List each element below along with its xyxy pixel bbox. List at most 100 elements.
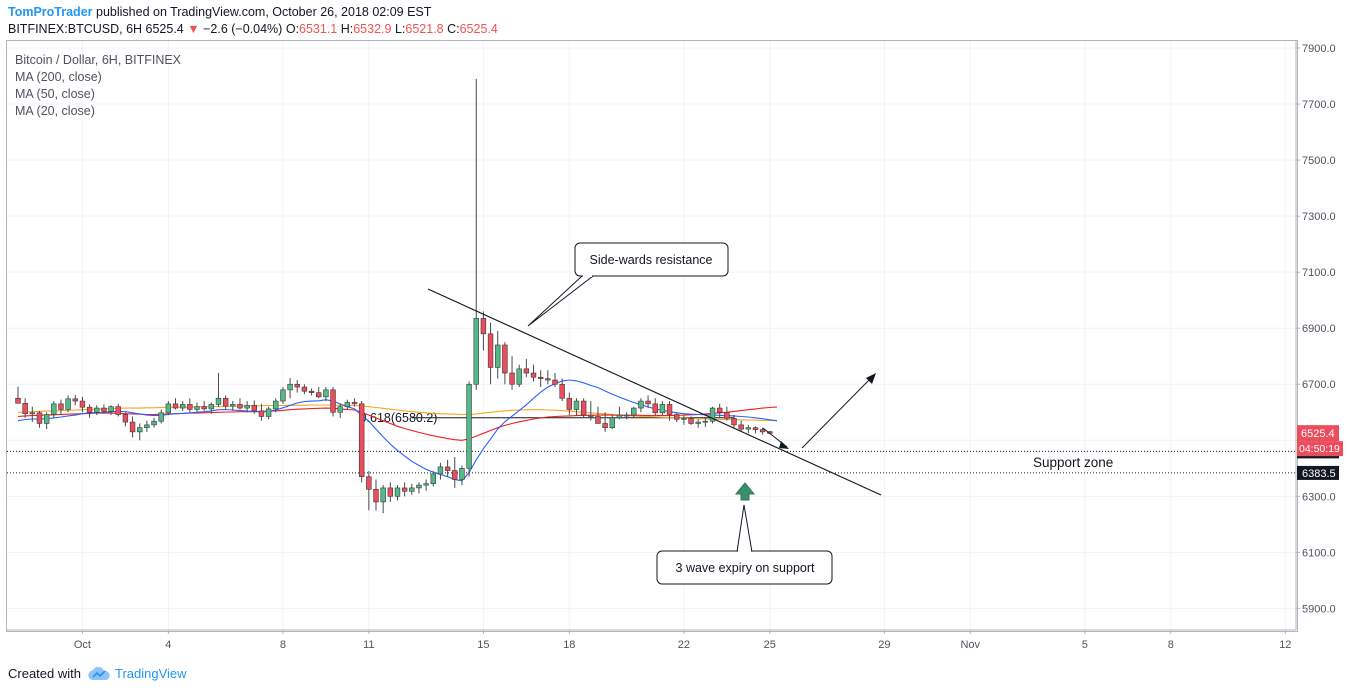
y-tick-label: 7700.0	[1302, 99, 1336, 111]
candle	[709, 406, 716, 424]
candle	[724, 406, 730, 421]
candle	[430, 471, 436, 487]
open-value: 6531.1	[299, 22, 338, 36]
last-price: 6525.4	[145, 22, 184, 36]
candle	[79, 396, 86, 413]
candle-body	[222, 397, 229, 407]
chart-frame	[6, 40, 1298, 632]
candle	[222, 395, 229, 410]
candle-body	[537, 376, 544, 379]
candle	[502, 342, 508, 385]
candle-body	[652, 403, 658, 414]
candle	[545, 370, 551, 385]
fib-level-label: 0.618(6580.2)	[360, 411, 438, 425]
candle-body	[187, 404, 193, 410]
candle-body	[394, 487, 401, 497]
candle-body	[416, 484, 422, 489]
candle	[158, 409, 164, 424]
candle-body	[129, 421, 136, 433]
open-label: O:	[285, 22, 300, 36]
candle	[452, 457, 458, 488]
candle-body	[437, 466, 444, 475]
candle	[487, 322, 494, 385]
candle	[194, 402, 200, 413]
candle	[595, 406, 601, 424]
candle-body	[459, 467, 465, 480]
grid-layer	[7, 41, 1296, 630]
candle-body	[731, 418, 737, 426]
candle-body	[65, 398, 71, 410]
x-tick-label: 8	[280, 639, 286, 651]
candle-body	[101, 407, 107, 412]
candle	[401, 482, 408, 497]
support-zone-label: Support zone	[1033, 455, 1113, 470]
candle	[94, 405, 100, 416]
candle	[516, 364, 522, 388]
candle-body	[380, 487, 386, 503]
candle-body	[201, 406, 207, 410]
candle	[187, 398, 193, 413]
candle	[652, 398, 658, 416]
candle	[716, 403, 723, 418]
candle-body	[43, 414, 50, 424]
x-tick-label: 29	[878, 639, 890, 651]
tradingview-link[interactable]: TradingView	[87, 666, 187, 681]
x-tick-label: 18	[563, 639, 575, 651]
candle	[122, 412, 129, 427]
symbol-label: BITFINEX:BTCUSD, 6H	[8, 22, 143, 36]
candle	[566, 392, 573, 416]
candle-body	[351, 402, 358, 405]
candle-body	[559, 383, 565, 399]
candle-body	[86, 406, 93, 413]
candle-body	[280, 389, 286, 402]
x-tick-label: 15	[477, 639, 489, 651]
candle	[316, 387, 322, 399]
candle-body	[265, 408, 272, 417]
candle-body	[724, 411, 730, 419]
candle	[244, 401, 250, 413]
candle	[437, 462, 444, 480]
candle-body	[466, 383, 472, 469]
cloud-icon	[88, 666, 110, 680]
legend-ma50[interactable]: MA (50, close)	[15, 87, 95, 101]
candle	[681, 415, 687, 425]
candle-body	[423, 483, 429, 486]
candle	[473, 78, 479, 390]
candle	[273, 398, 279, 413]
candle-body	[373, 489, 379, 503]
candle	[208, 402, 215, 414]
last-price-box	[1297, 425, 1339, 442]
candle-body	[473, 318, 479, 385]
candle	[588, 401, 594, 421]
candle	[172, 398, 179, 410]
high-value: 6532.9	[353, 22, 392, 36]
candle-body	[79, 400, 86, 408]
candle-body	[316, 392, 322, 398]
candle	[179, 401, 186, 411]
candle	[416, 482, 422, 494]
candle	[151, 417, 157, 428]
author-link[interactable]: TomProTrader	[8, 5, 93, 19]
close-value: 6525.4	[459, 22, 498, 36]
candle-body	[401, 487, 408, 492]
candle-body	[273, 400, 279, 410]
candle	[36, 410, 43, 428]
candle-body	[709, 407, 716, 422]
candle-body	[144, 424, 150, 428]
y-tick-label: 7100.0	[1302, 267, 1336, 279]
legend-ma20[interactable]: MA (20, close)	[15, 104, 95, 118]
candle	[215, 373, 222, 407]
candle-body	[452, 470, 458, 480]
chart-legend: Bitcoin / Dollar, 6H, BITFINEX MA (200, …	[15, 52, 181, 120]
candle-body	[72, 398, 78, 402]
candle-body	[258, 410, 265, 417]
expiry-callout-pointer	[736, 504, 753, 553]
candle	[745, 424, 752, 434]
low-value: 6521.8	[405, 22, 444, 36]
legend-ma200[interactable]: MA (200, close)	[15, 70, 102, 84]
up-arrow-icon	[734, 482, 756, 501]
candle-body	[409, 487, 415, 492]
candle	[580, 398, 587, 418]
last-price-label: 6525.4	[1301, 428, 1335, 440]
